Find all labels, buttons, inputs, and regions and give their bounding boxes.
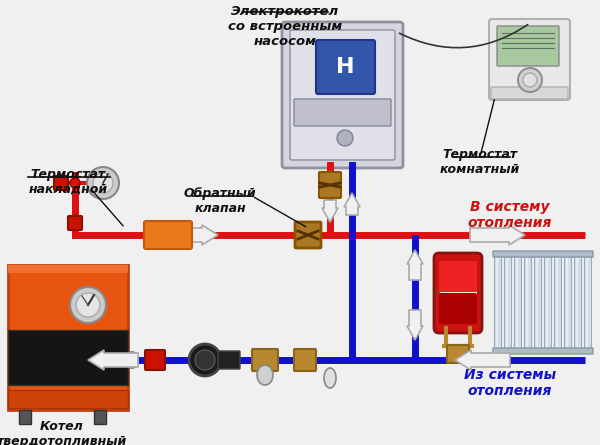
FancyBboxPatch shape xyxy=(546,258,548,347)
Text: В систему
отопления: В систему отопления xyxy=(468,200,552,230)
FancyBboxPatch shape xyxy=(439,261,477,295)
Circle shape xyxy=(93,173,113,193)
FancyBboxPatch shape xyxy=(526,258,528,347)
Text: H: H xyxy=(336,57,354,77)
Circle shape xyxy=(337,130,353,146)
FancyArrow shape xyxy=(455,350,510,370)
FancyBboxPatch shape xyxy=(294,99,391,126)
FancyBboxPatch shape xyxy=(586,258,588,347)
FancyBboxPatch shape xyxy=(497,26,559,66)
Text: Из системы
отопления: Из системы отопления xyxy=(464,368,556,398)
FancyBboxPatch shape xyxy=(515,255,521,351)
FancyBboxPatch shape xyxy=(489,19,570,100)
FancyArrow shape xyxy=(470,225,525,245)
FancyArrow shape xyxy=(322,200,338,222)
FancyBboxPatch shape xyxy=(556,258,558,347)
Ellipse shape xyxy=(257,365,273,385)
Circle shape xyxy=(70,178,80,188)
Text: Термостат
комнатный: Термостат комнатный xyxy=(440,148,520,176)
FancyBboxPatch shape xyxy=(491,87,568,99)
Circle shape xyxy=(195,350,215,370)
FancyBboxPatch shape xyxy=(8,265,128,273)
Circle shape xyxy=(189,344,221,376)
FancyBboxPatch shape xyxy=(294,349,316,371)
FancyBboxPatch shape xyxy=(434,253,482,333)
FancyArrow shape xyxy=(407,250,423,280)
Text: Термостат
накладной: Термостат накладной xyxy=(28,168,107,196)
FancyBboxPatch shape xyxy=(524,255,532,351)
FancyBboxPatch shape xyxy=(295,222,321,248)
FancyBboxPatch shape xyxy=(493,251,593,257)
FancyBboxPatch shape xyxy=(554,255,562,351)
FancyBboxPatch shape xyxy=(316,40,375,94)
FancyBboxPatch shape xyxy=(19,410,31,424)
FancyBboxPatch shape xyxy=(8,265,128,410)
FancyArrow shape xyxy=(407,310,423,340)
FancyBboxPatch shape xyxy=(496,258,498,347)
Text: Котел
твердотопливный: Котел твердотопливный xyxy=(0,420,127,445)
Text: Обратный
клапан: Обратный клапан xyxy=(184,187,256,215)
FancyBboxPatch shape xyxy=(144,221,192,249)
FancyArrow shape xyxy=(168,225,218,245)
Circle shape xyxy=(76,293,100,317)
FancyBboxPatch shape xyxy=(506,258,508,347)
FancyBboxPatch shape xyxy=(545,255,551,351)
Text: Электрокотел
со встроенным
насосом: Электрокотел со встроенным насосом xyxy=(228,5,342,48)
FancyArrow shape xyxy=(344,193,360,215)
FancyBboxPatch shape xyxy=(576,258,578,347)
FancyBboxPatch shape xyxy=(516,258,518,347)
Circle shape xyxy=(87,167,119,199)
FancyBboxPatch shape xyxy=(290,30,395,160)
FancyBboxPatch shape xyxy=(54,176,68,190)
FancyBboxPatch shape xyxy=(493,348,593,354)
FancyArrow shape xyxy=(88,350,138,370)
FancyBboxPatch shape xyxy=(584,255,592,351)
FancyBboxPatch shape xyxy=(8,330,128,385)
FancyBboxPatch shape xyxy=(252,349,278,371)
FancyBboxPatch shape xyxy=(94,410,106,424)
FancyBboxPatch shape xyxy=(145,350,165,370)
FancyBboxPatch shape xyxy=(68,216,82,230)
FancyBboxPatch shape xyxy=(447,345,469,363)
FancyBboxPatch shape xyxy=(575,255,581,351)
Circle shape xyxy=(518,68,542,92)
FancyBboxPatch shape xyxy=(536,258,538,347)
FancyBboxPatch shape xyxy=(319,172,341,198)
FancyBboxPatch shape xyxy=(565,255,571,351)
Ellipse shape xyxy=(126,352,138,368)
FancyBboxPatch shape xyxy=(218,351,240,369)
FancyBboxPatch shape xyxy=(566,258,568,347)
FancyBboxPatch shape xyxy=(535,255,542,351)
FancyBboxPatch shape xyxy=(505,255,511,351)
FancyBboxPatch shape xyxy=(8,390,128,408)
FancyBboxPatch shape xyxy=(494,255,502,351)
FancyBboxPatch shape xyxy=(282,22,403,168)
Circle shape xyxy=(523,73,537,87)
Ellipse shape xyxy=(324,368,336,388)
Circle shape xyxy=(70,287,106,323)
FancyBboxPatch shape xyxy=(439,293,477,324)
